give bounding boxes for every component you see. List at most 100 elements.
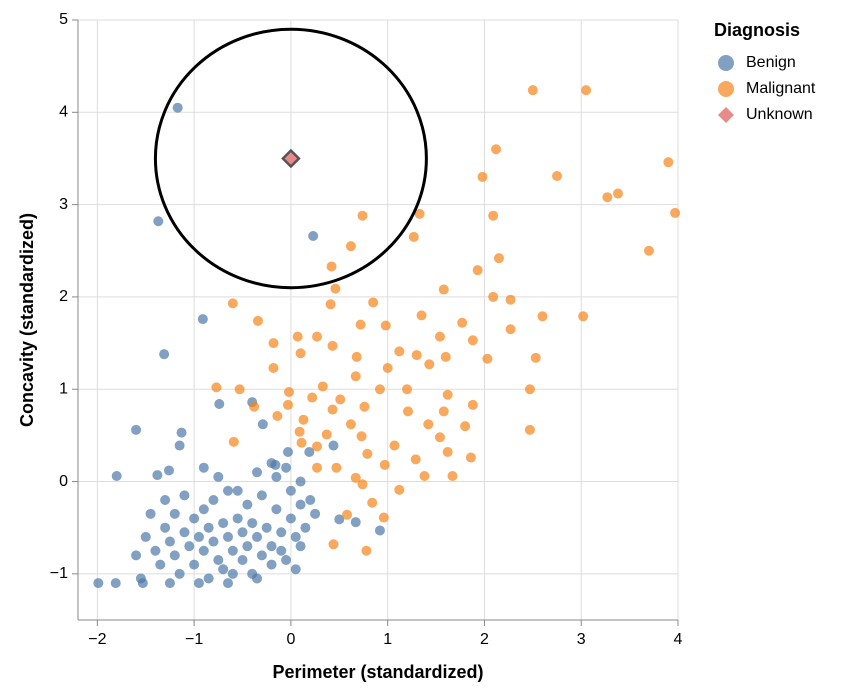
point xyxy=(380,320,391,331)
point xyxy=(292,331,303,342)
point xyxy=(232,485,243,496)
point xyxy=(613,188,623,199)
point xyxy=(237,527,248,538)
point xyxy=(223,531,233,542)
point xyxy=(350,517,361,528)
point xyxy=(581,85,592,96)
point xyxy=(234,384,245,395)
point xyxy=(135,573,146,584)
x-tick-label: 4 xyxy=(674,631,683,648)
point xyxy=(283,399,293,410)
point xyxy=(268,338,279,349)
point xyxy=(477,171,488,182)
point xyxy=(189,559,200,570)
point xyxy=(351,351,362,362)
point xyxy=(140,531,151,542)
point xyxy=(261,522,272,533)
point xyxy=(290,531,301,542)
point xyxy=(272,411,283,421)
point xyxy=(93,578,104,589)
point xyxy=(294,426,305,437)
point xyxy=(379,459,390,470)
point xyxy=(434,331,445,342)
point xyxy=(211,382,222,393)
point xyxy=(179,490,190,501)
point xyxy=(670,207,681,218)
point xyxy=(335,394,346,405)
point xyxy=(214,399,225,409)
point xyxy=(410,454,421,465)
point xyxy=(252,573,263,584)
point xyxy=(321,429,332,440)
point xyxy=(345,241,356,252)
point xyxy=(281,462,292,473)
point xyxy=(447,471,458,481)
point xyxy=(256,490,267,501)
point xyxy=(355,319,366,330)
point xyxy=(242,499,253,510)
point xyxy=(253,315,263,326)
point xyxy=(602,192,613,203)
point xyxy=(578,311,589,322)
point xyxy=(266,559,277,570)
point xyxy=(467,335,478,346)
point xyxy=(472,265,483,276)
point xyxy=(312,331,323,342)
point xyxy=(163,465,174,476)
point xyxy=(411,350,422,361)
point xyxy=(442,447,453,457)
highlight-circle xyxy=(153,27,428,290)
point xyxy=(416,310,427,321)
point xyxy=(357,210,368,221)
point xyxy=(312,462,323,473)
point xyxy=(419,471,430,481)
point xyxy=(193,531,204,542)
point xyxy=(312,441,323,452)
point xyxy=(423,419,434,430)
x-axis-title: Perimeter (standardized) xyxy=(272,662,483,682)
point xyxy=(304,447,315,457)
point xyxy=(361,545,372,556)
x-tick-label: 1 xyxy=(383,631,392,648)
point xyxy=(208,495,219,505)
point xyxy=(179,527,190,538)
legend-label: Unknown xyxy=(746,106,813,123)
point xyxy=(524,424,535,435)
y-tick-label: 2 xyxy=(59,288,68,305)
point xyxy=(367,497,378,508)
point xyxy=(223,485,233,496)
point xyxy=(460,421,471,432)
y-tick-label: 1 xyxy=(59,380,68,397)
point xyxy=(227,568,238,579)
point xyxy=(169,508,180,519)
legend-title: Diagnosis xyxy=(714,20,800,40)
point xyxy=(357,479,368,490)
point xyxy=(438,406,449,417)
point xyxy=(305,495,316,505)
point xyxy=(249,401,260,412)
point xyxy=(317,381,328,392)
point xyxy=(145,508,156,519)
point xyxy=(330,283,341,294)
point xyxy=(252,467,263,478)
point xyxy=(276,527,287,538)
point xyxy=(326,261,337,272)
point xyxy=(228,436,239,447)
point xyxy=(537,311,548,322)
point xyxy=(203,522,214,533)
point xyxy=(256,550,267,561)
point xyxy=(356,431,367,442)
point xyxy=(493,253,504,264)
point xyxy=(368,297,379,308)
point xyxy=(281,148,301,169)
point xyxy=(283,447,293,457)
point xyxy=(440,351,451,362)
point xyxy=(328,440,339,451)
point xyxy=(285,485,296,496)
point xyxy=(327,340,338,351)
point xyxy=(457,317,468,328)
point xyxy=(164,536,175,547)
y-tick-label: 0 xyxy=(59,473,68,490)
point xyxy=(389,440,400,451)
point xyxy=(328,539,339,550)
